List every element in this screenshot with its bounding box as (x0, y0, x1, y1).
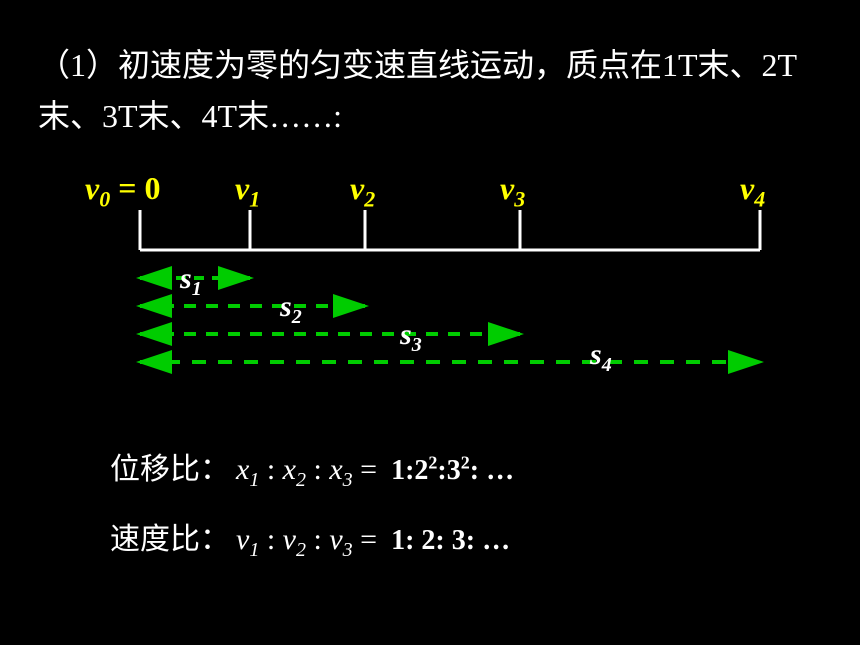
v1-label: v1 (235, 170, 260, 212)
motion-diagram (0, 210, 860, 410)
s-label: s1 (180, 262, 202, 301)
s-label: s3 (400, 318, 422, 357)
velocity-ratio-label: 速度比： (110, 510, 230, 570)
velocity-labels-row: v0 = 0 v1 v2 v3 v4 (0, 170, 860, 210)
displacement-ratio-row: 位移比： x1 : x2 : x3 = 1:22:32: … (110, 440, 514, 500)
s-label: s2 (280, 290, 302, 329)
v0-label: v0 = 0 (85, 170, 160, 212)
v4-label: v4 (740, 170, 765, 212)
velocity-ratio-expr: v1 : v2 : v3 = (236, 510, 377, 570)
velocity-ratio-row: 速度比： v1 : v2 : v3 = 1: 2: 3: … (110, 510, 514, 570)
v2-label: v2 (350, 170, 375, 212)
ratio-section: 位移比： x1 : x2 : x3 = 1:22:32: … 速度比： v1 :… (110, 440, 514, 580)
s-label: s4 (590, 338, 612, 377)
title-text: （1）初速度为零的匀变速直线运动，质点在1T末、2T末、3T末、4T末……: (38, 40, 822, 142)
displacement-ratio-result: 1:22:32: … (391, 443, 514, 499)
displacement-ratio-label: 位移比： (110, 440, 230, 500)
velocity-ratio-result: 1: 2: 3: … (391, 513, 510, 569)
v3-label: v3 (500, 170, 525, 212)
displacement-ratio-expr: x1 : x2 : x3 = (236, 440, 377, 500)
